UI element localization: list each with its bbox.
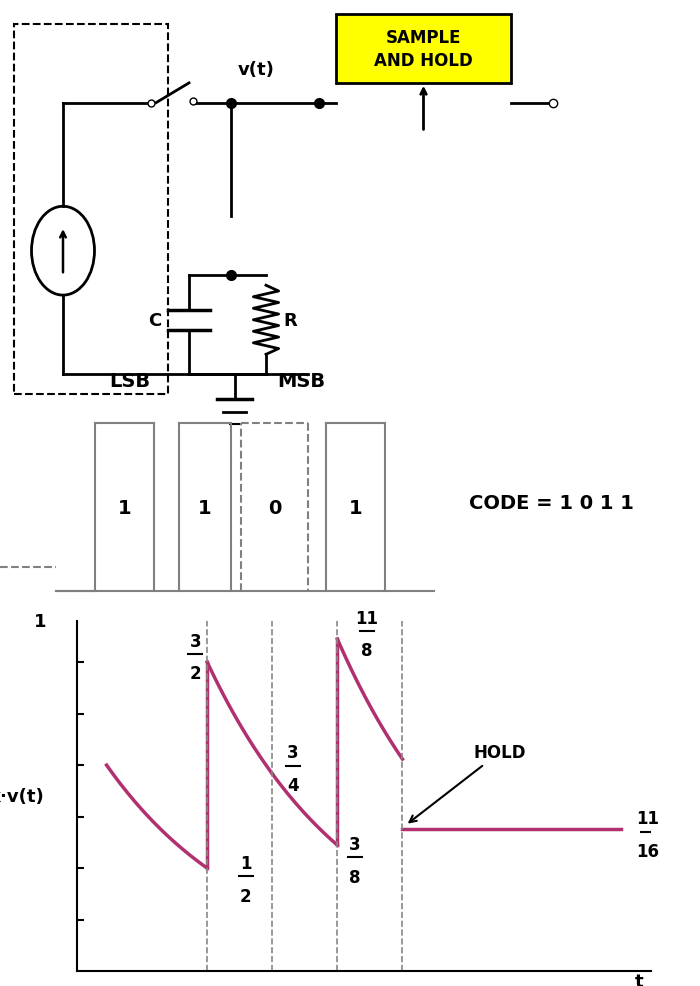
Text: t: t — [635, 971, 643, 986]
Text: LSB: LSB — [109, 372, 150, 390]
Text: 1: 1 — [240, 855, 251, 873]
Text: 3: 3 — [190, 632, 201, 650]
Text: HOLD: HOLD — [410, 743, 526, 822]
Text: 11: 11 — [636, 810, 659, 827]
Text: 3: 3 — [287, 743, 299, 761]
Text: 0: 0 — [268, 498, 281, 518]
Text: 1: 1 — [198, 498, 211, 518]
Text: AND HOLD: AND HOLD — [374, 52, 473, 70]
Text: SAMPLE: SAMPLE — [386, 29, 461, 46]
Text: 8: 8 — [349, 868, 361, 885]
Text: 2: 2 — [240, 886, 251, 905]
Text: 11: 11 — [356, 609, 379, 627]
Bar — [14, 25, 168, 394]
Text: MSB: MSB — [277, 372, 325, 390]
Text: R: R — [284, 312, 298, 329]
Text: 16: 16 — [636, 842, 659, 860]
Text: C: C — [148, 312, 161, 329]
Text: 1: 1 — [349, 498, 362, 518]
Text: 2: 2 — [190, 665, 201, 682]
Text: 1: 1 — [34, 612, 46, 630]
Text: 4: 4 — [287, 776, 299, 794]
Bar — [336, 15, 511, 84]
Text: 8: 8 — [361, 642, 372, 660]
Text: 1: 1 — [118, 498, 131, 518]
Text: v(t): v(t) — [238, 61, 275, 79]
Text: 3: 3 — [349, 835, 361, 854]
Text: CODE = 1 0 1 1: CODE = 1 0 1 1 — [469, 493, 634, 513]
Y-axis label: k·v(t): k·v(t) — [0, 787, 45, 806]
